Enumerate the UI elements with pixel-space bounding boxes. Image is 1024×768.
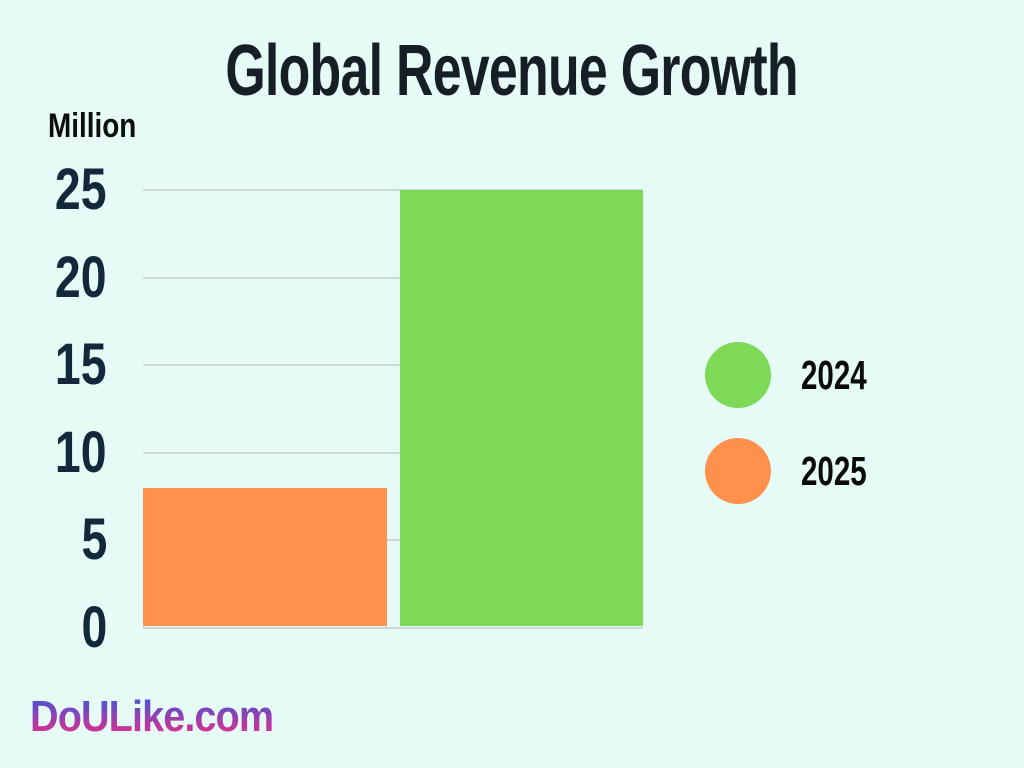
y-tick-label-25: 25: [0, 160, 107, 220]
y-tick-text-10: 10: [55, 419, 107, 485]
gridline-5: [143, 539, 643, 542]
chart-title-text: Global Revenue Growth: [225, 31, 799, 111]
legend-label-2025: 2025: [801, 447, 867, 494]
legend-swatch-2025-circle: [705, 438, 771, 504]
brand-logo: DoULike.com: [30, 695, 300, 739]
y-tick-label-10: 10: [0, 419, 107, 485]
y-tick-text-25: 25: [55, 157, 107, 222]
y-tick-label-5: 5: [0, 510, 107, 570]
legend-item-2024: 2024: [705, 342, 892, 408]
legend-label-2024: 2024: [801, 351, 867, 398]
legend-swatch-2024-circle: [705, 342, 771, 408]
bar-2025: [143, 487, 387, 626]
gridline-10: [143, 451, 643, 454]
y-tick-label-20: 20: [0, 244, 107, 310]
y-tick-text-0: 0: [81, 595, 107, 660]
y-tick-text-5: 5: [81, 507, 107, 573]
y-tick-label-0: 0: [0, 598, 107, 658]
y-axis-unit-text: Million: [48, 107, 137, 145]
chart-title: Global Revenue Growth: [0, 35, 1024, 107]
gridline-15: [143, 364, 643, 367]
gridline-20: [143, 276, 643, 279]
gridline-0: [143, 627, 643, 629]
brand-logo-text: DoULike.com: [30, 692, 274, 741]
y-tick-label-15: 15: [0, 335, 107, 395]
gridline-25: [143, 189, 643, 191]
y-tick-text-20: 20: [55, 244, 107, 310]
legend-item-2025: 2025: [705, 438, 892, 504]
y-tick-text-15: 15: [55, 332, 107, 398]
y-axis-unit-label: Million: [48, 109, 156, 143]
legend: 2024 2025: [705, 342, 892, 504]
bar-2024: [399, 190, 643, 626]
